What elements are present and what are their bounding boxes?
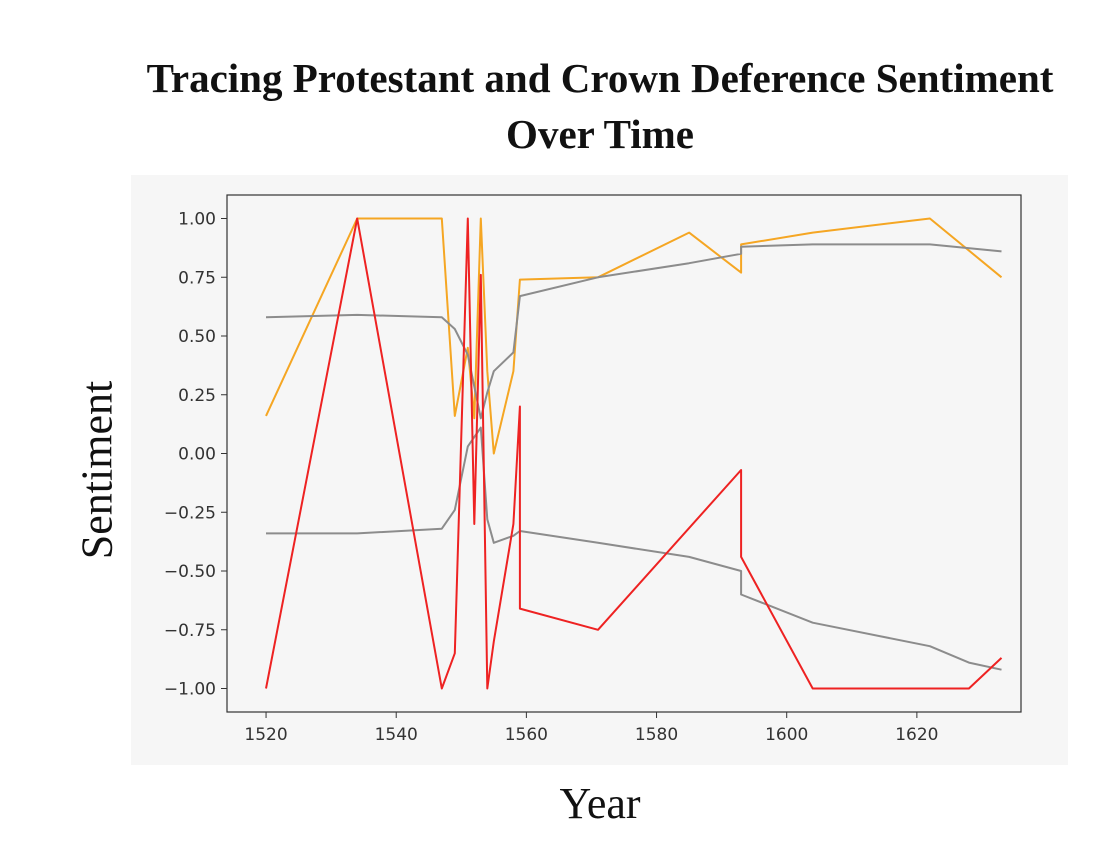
series-line-1 (265, 217, 1003, 455)
y-tick-label: −1.00 (164, 680, 216, 700)
y-tick-label: −0.75 (164, 621, 216, 641)
x-tick-label: 1560 (505, 725, 548, 745)
x-axis-label: Year (559, 779, 641, 828)
series-line-3 (266, 426, 1002, 671)
y-tick-label: −0.50 (164, 562, 216, 582)
plot-panel (131, 175, 1068, 765)
y-tick-label: −0.25 (164, 503, 216, 523)
series-lines (265, 217, 1003, 690)
y-axis: 1.00 0.75 0.50 0.25 0.00 −0.25 −0.50 −0.75 −1.00 (164, 210, 227, 700)
y-axis-label-text: Sentiment (72, 380, 122, 560)
y-tick-label: 0.75 (178, 268, 216, 288)
x-tick-label: 1580 (635, 725, 678, 745)
y-tick-label: 0.50 (178, 327, 216, 347)
y-tick-label: 1.00 (178, 210, 216, 230)
x-tick-label: 1520 (244, 725, 287, 745)
x-axis: 1520 1540 1560 1580 1600 1620 (244, 712, 939, 745)
series-line-2 (265, 243, 1002, 420)
y-tick-label: 0.00 (178, 445, 216, 465)
x-tick-label: 1600 (765, 725, 808, 745)
x-tick-label: 1540 (375, 725, 418, 745)
series-line-4 (265, 217, 1003, 690)
y-tick-label: 0.25 (178, 386, 216, 406)
x-tick-label: 1620 (895, 725, 938, 745)
chart-title: Tracing Protestant and Crown Deference S… (146, 55, 1054, 157)
